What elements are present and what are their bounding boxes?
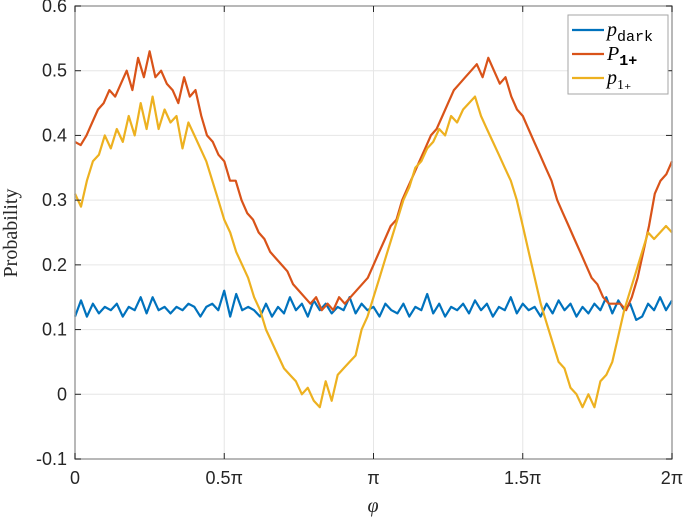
y-tick-label: 0.1 xyxy=(42,320,67,340)
legend-label-2: p1₊ xyxy=(605,67,631,93)
series-line-2 xyxy=(74,95,673,409)
series-line-1 xyxy=(74,50,674,312)
y-tick-label: 0.5 xyxy=(42,61,67,81)
x-tick-label: 0.5π xyxy=(206,468,243,488)
y-tick-label: 0 xyxy=(57,384,67,404)
legend-label-0: pdark xyxy=(605,19,653,46)
x-tick-label: 1.5π xyxy=(504,468,541,488)
y-tick-label: 0.3 xyxy=(42,190,67,210)
data-series xyxy=(73,50,674,409)
y-axis-ticks: 0.6 0.5 0.4 0.3 0.2 0.1 0 -0.1 xyxy=(36,0,672,469)
series-line-0 xyxy=(73,289,673,321)
x-axis-ticks: 0 0.5π π 1.5π 2π xyxy=(70,6,683,488)
x-tick-label: π xyxy=(367,468,379,488)
x-axis-label: φ xyxy=(367,495,378,517)
x-tick-label: 2π xyxy=(661,468,683,488)
y-tick-label: -0.1 xyxy=(36,449,67,469)
y-tick-label: 0.2 xyxy=(42,255,67,275)
x-tick-label: 0 xyxy=(70,468,80,488)
y-tick-label: 0.6 xyxy=(42,0,67,16)
y-axis-label: Probability xyxy=(0,189,22,278)
y-tick-label: 0.4 xyxy=(42,125,67,145)
legend-label-1: P1+ xyxy=(606,43,637,70)
